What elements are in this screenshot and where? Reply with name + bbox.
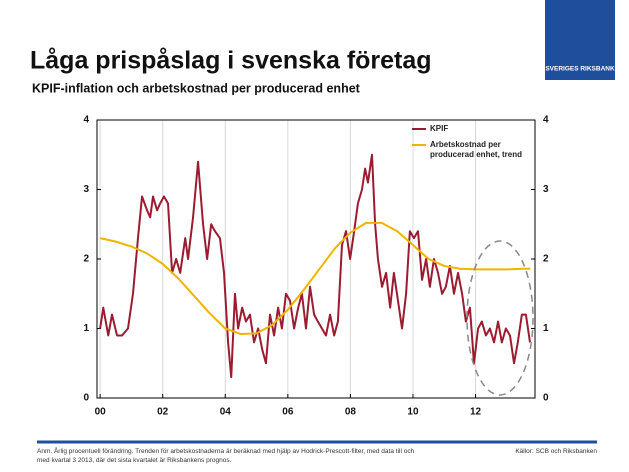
- legend-label: Arbetskostnad per producerad enhet, tren…: [430, 140, 523, 159]
- series-line: [99, 153, 531, 379]
- y2-tick-label: 0: [543, 393, 549, 404]
- y-tick-label: 1: [83, 323, 89, 334]
- y-tick-label: 0: [83, 393, 89, 404]
- legend-label: KPIF: [430, 124, 449, 133]
- source: Källor: SCB och Riksbanken: [515, 448, 597, 455]
- y-tick-label: 4: [83, 115, 89, 126]
- y2-tick-label: 1: [543, 323, 549, 334]
- chart-title: Låga prispåslag i svenska företag: [30, 47, 432, 75]
- footnote: Anm. Årlig procentuell förändring. Trend…: [37, 448, 415, 464]
- y-tick-label: 3: [83, 184, 89, 195]
- x-tick-label: 02: [157, 407, 169, 418]
- chart-subtitle: KPIF-inflation och arbetskostnad per pro…: [32, 81, 361, 95]
- legend-swatch: [412, 144, 426, 146]
- y-tick-label: 2: [83, 254, 89, 265]
- y2-tick-label: 3: [543, 184, 549, 195]
- x-tick-label: 08: [345, 407, 357, 418]
- y2-tick-label: 2: [543, 254, 549, 265]
- y2-tick-label: 4: [543, 115, 549, 126]
- logo: [545, 0, 615, 80]
- logo-text: SVERIGES RIKSBANK: [545, 66, 615, 73]
- legend-swatch: [412, 128, 426, 130]
- plot-frame: [96, 119, 536, 399]
- x-tick-label: 04: [220, 407, 232, 418]
- x-tick-label: 10: [407, 407, 419, 418]
- highlight-ellipse: [466, 240, 534, 396]
- legend: KPIF Arbetskostnad per producerad enhet, …: [412, 124, 530, 166]
- x-tick-label: 06: [282, 407, 294, 418]
- legend-entry: Arbetskostnad per producerad enhet, tren…: [412, 140, 530, 160]
- x-tick-label: 00: [95, 407, 107, 418]
- legend-entry: KPIF: [412, 124, 530, 134]
- series-line: [99, 221, 531, 336]
- x-tick-label: 12: [470, 407, 482, 418]
